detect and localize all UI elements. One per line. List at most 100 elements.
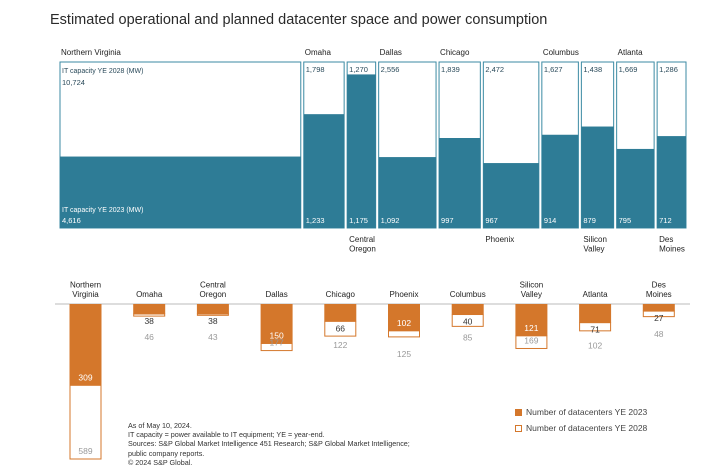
note-line: IT capacity = power available to IT equi…: [128, 430, 325, 440]
count-label-2023: 102: [397, 318, 411, 328]
datacenters-2028-bar: [388, 330, 420, 338]
market-label-bottom: Valley: [521, 290, 542, 299]
capacity-2023-bar: [616, 148, 655, 228]
market-label-bottom: Phoenix: [390, 290, 419, 299]
capacity-2023-bar: [347, 74, 376, 228]
count-label-2028: 43: [208, 332, 218, 342]
market-label: Columbus: [543, 48, 579, 57]
value-label-2023: 914: [544, 216, 557, 225]
note-line: © 2024 S&P Global.: [128, 457, 193, 467]
legend: Number of datacenters YE 2023 Number of …: [515, 404, 647, 436]
market-label: Central: [349, 235, 375, 244]
value-label-2023: 1,175: [349, 216, 368, 225]
market-label-bottom: Moines: [646, 290, 672, 299]
market-label-bottom: Virginia: [72, 290, 99, 299]
market-label-bottom: Oregon: [200, 290, 227, 299]
capacity-2023-bar: [483, 163, 539, 228]
market-label: Moines: [659, 245, 685, 254]
capacity-2023-bar: [657, 136, 686, 228]
count-label-2028: 85: [463, 333, 473, 343]
legend-item-2028: Number of datacenters YE 2028: [515, 420, 647, 436]
capacity-2023-bar: [303, 114, 345, 228]
market-label-bottom: Columbus: [450, 290, 486, 299]
count-label-2028: 46: [144, 332, 154, 342]
datacenters-2023-bar: [324, 304, 357, 322]
count-label-2028: 169: [524, 335, 538, 345]
count-label-2028: 589: [78, 446, 92, 456]
legend-label-2028: Number of datacenters YE 2028: [526, 423, 648, 433]
value-label-2028: 1,669: [619, 65, 638, 74]
datacenters-2023-bar: [133, 304, 166, 314]
count-label-2023: 71: [590, 325, 600, 335]
market-label: Dallas: [380, 48, 402, 57]
datacenters-2023-bar: [642, 304, 675, 312]
count-label-2023: 309: [78, 372, 92, 382]
datacenters-2023-bar: [451, 304, 484, 315]
market-label: Silicon: [583, 235, 607, 244]
value-label-2023: 1,233: [306, 216, 325, 225]
market-label: Chicago: [440, 48, 470, 57]
count-label-2023: 38: [208, 316, 218, 326]
market-label-bottom: Dallas: [265, 290, 287, 299]
value-label-2028: 1,798: [306, 65, 325, 74]
series-label-2023: IT capacity YE 2023 (MW): [62, 207, 143, 214]
market-label-bottom: Northern: [70, 280, 101, 289]
capacity-2023-bar: [541, 134, 579, 228]
value-label-2023: 795: [619, 216, 632, 225]
value-label-2028: 1,839: [441, 65, 460, 74]
note-line: As of May 10, 2024.: [128, 421, 192, 430]
value-label-2023: 879: [583, 216, 596, 225]
datacenters-2023-bar: [260, 304, 293, 344]
legend-swatch-2023: [515, 408, 522, 416]
market-label: Atlanta: [618, 48, 643, 57]
value-label-2028: 1,627: [544, 65, 563, 74]
legend-label-2023: Number of datacenters YE 2023: [526, 407, 648, 417]
value-label-2028: 10,724: [62, 78, 85, 87]
value-label-2023: 997: [441, 216, 454, 225]
legend-item-2023: Number of datacenters YE 2023: [515, 404, 647, 420]
count-label-2023: 66: [336, 323, 346, 333]
datacenters-2023-bar: [196, 304, 229, 314]
count-label-2028: 125: [397, 349, 411, 359]
datacenters-2023-bar: [515, 304, 548, 336]
count-label-2028: 102: [588, 341, 602, 351]
series-label-2028: IT capacity YE 2028 (MW): [62, 68, 143, 75]
note-line: Sources: S&P Global Market Intelligence …: [128, 439, 410, 449]
count-label-2023: 38: [144, 316, 154, 326]
market-label-bottom: Atlanta: [583, 290, 608, 299]
market-label-bottom: Chicago: [326, 290, 356, 299]
count-label-2023: 27: [654, 313, 664, 323]
capacity-2023-bar: [60, 156, 301, 228]
market-label-bottom: Central: [200, 280, 226, 289]
datacenters-2023-bar: [388, 304, 420, 331]
capacity-2023-bar: [581, 126, 614, 228]
legend-swatch-2028: [515, 424, 522, 432]
market-label-bottom: Des: [652, 280, 666, 289]
note-line: public company reports.: [128, 448, 205, 458]
value-label-2023: 712: [659, 216, 672, 225]
market-label: Oregon: [349, 245, 376, 254]
count-label-2023: 40: [463, 317, 473, 327]
value-label-2023: 1,092: [381, 216, 400, 225]
capacity-2023-bar: [439, 138, 481, 228]
market-label: Phoenix: [485, 235, 514, 244]
capacity-2023-bar: [378, 157, 437, 228]
market-label: Des: [659, 235, 673, 244]
market-label: Valley: [583, 245, 604, 254]
count-label-2023: 150: [270, 330, 284, 340]
value-label-2023: 967: [485, 216, 498, 225]
value-label-2028: 1,270: [349, 65, 368, 74]
value-label-2028: 1,438: [583, 65, 602, 74]
market-label: Northern Virginia: [61, 48, 121, 57]
count-label-2028: 177: [270, 338, 284, 348]
chart-title: Estimated operational and planned datace…: [50, 12, 548, 28]
count-label-2028: 48: [654, 329, 664, 339]
value-label-2023: 4,616: [62, 216, 81, 225]
count-label-2028: 122: [333, 340, 347, 350]
value-label-2028: 2,472: [485, 65, 504, 74]
count-label-2023: 121: [524, 323, 538, 333]
market-label: Omaha: [305, 48, 332, 57]
datacenters-2028-bar: [69, 384, 102, 460]
datacenters-2023-bar: [579, 304, 612, 323]
